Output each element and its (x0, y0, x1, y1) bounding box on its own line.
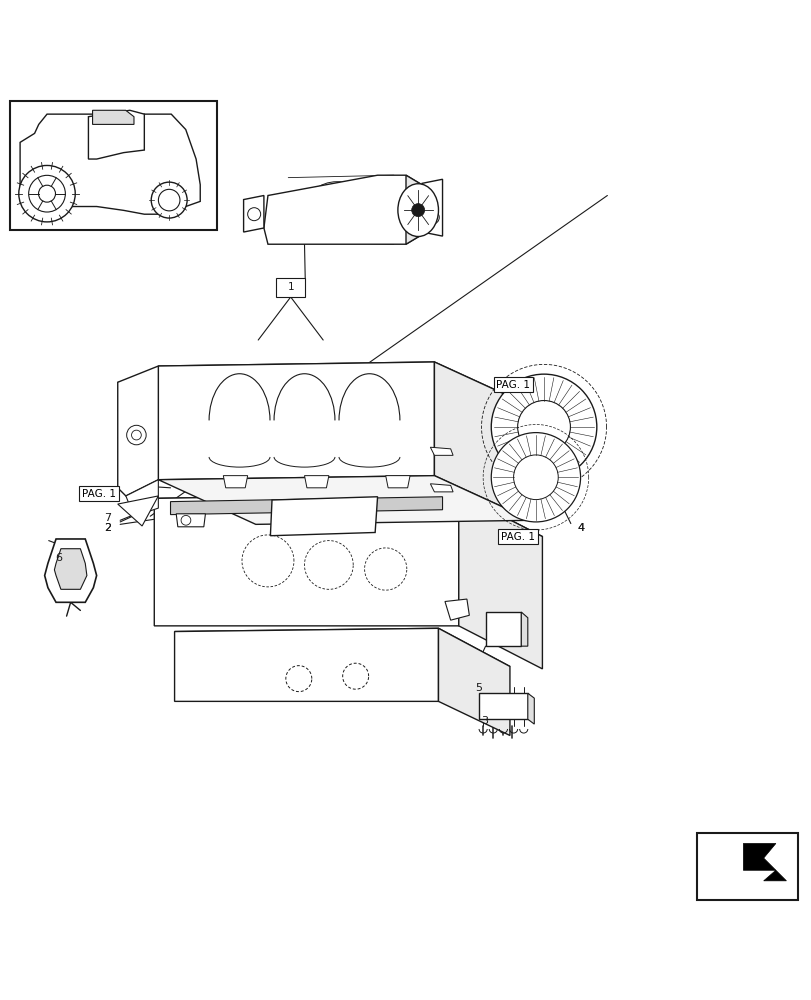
Circle shape (513, 455, 558, 500)
Polygon shape (430, 484, 453, 492)
Polygon shape (430, 447, 453, 455)
Circle shape (491, 374, 596, 480)
Polygon shape (422, 179, 442, 236)
Text: 5: 5 (475, 683, 482, 693)
Circle shape (28, 175, 65, 212)
Polygon shape (158, 362, 434, 480)
Bar (10, 101, 217, 230)
Polygon shape (45, 539, 97, 602)
Text: 2: 2 (105, 523, 111, 533)
Polygon shape (54, 549, 87, 589)
Polygon shape (304, 476, 328, 488)
Circle shape (517, 401, 569, 453)
Polygon shape (270, 497, 377, 536)
Circle shape (411, 204, 424, 217)
Polygon shape (385, 476, 410, 488)
Circle shape (131, 430, 141, 440)
Circle shape (426, 211, 439, 224)
Text: PAG. 1: PAG. 1 (496, 380, 530, 390)
Ellipse shape (397, 184, 438, 237)
Circle shape (38, 185, 55, 202)
Polygon shape (243, 196, 264, 232)
Polygon shape (92, 110, 134, 124)
Polygon shape (154, 494, 542, 541)
Circle shape (19, 165, 75, 222)
Polygon shape (406, 175, 438, 244)
Polygon shape (176, 514, 205, 527)
Polygon shape (20, 114, 200, 214)
Polygon shape (527, 693, 534, 724)
Text: 4: 4 (577, 523, 583, 533)
Polygon shape (118, 366, 158, 496)
Polygon shape (174, 628, 509, 670)
Polygon shape (158, 476, 531, 524)
Circle shape (247, 208, 260, 221)
Circle shape (158, 189, 180, 211)
Polygon shape (478, 693, 527, 719)
Text: PAG. 1: PAG. 1 (500, 532, 534, 542)
Polygon shape (118, 496, 158, 526)
Text: 1: 1 (287, 282, 294, 292)
Polygon shape (170, 497, 442, 515)
Text: 6: 6 (55, 553, 62, 563)
Circle shape (151, 182, 187, 218)
Polygon shape (742, 843, 785, 881)
Bar (696, 833, 797, 900)
Polygon shape (458, 494, 542, 669)
Circle shape (491, 433, 580, 522)
Polygon shape (158, 362, 531, 411)
Bar (276, 278, 305, 297)
Polygon shape (264, 175, 426, 244)
Circle shape (181, 515, 191, 525)
Polygon shape (154, 494, 458, 626)
Polygon shape (88, 110, 144, 159)
Text: 3: 3 (481, 716, 487, 726)
Polygon shape (126, 480, 158, 516)
Text: 7: 7 (105, 513, 111, 523)
Polygon shape (521, 612, 527, 646)
Polygon shape (223, 476, 247, 488)
Text: 4: 4 (577, 523, 583, 533)
Polygon shape (485, 612, 521, 646)
Polygon shape (174, 628, 438, 701)
Polygon shape (438, 628, 509, 735)
Text: 2: 2 (105, 523, 111, 533)
Circle shape (127, 425, 146, 445)
Text: PAG. 1: PAG. 1 (82, 489, 116, 499)
Polygon shape (444, 599, 469, 620)
Polygon shape (434, 362, 531, 520)
